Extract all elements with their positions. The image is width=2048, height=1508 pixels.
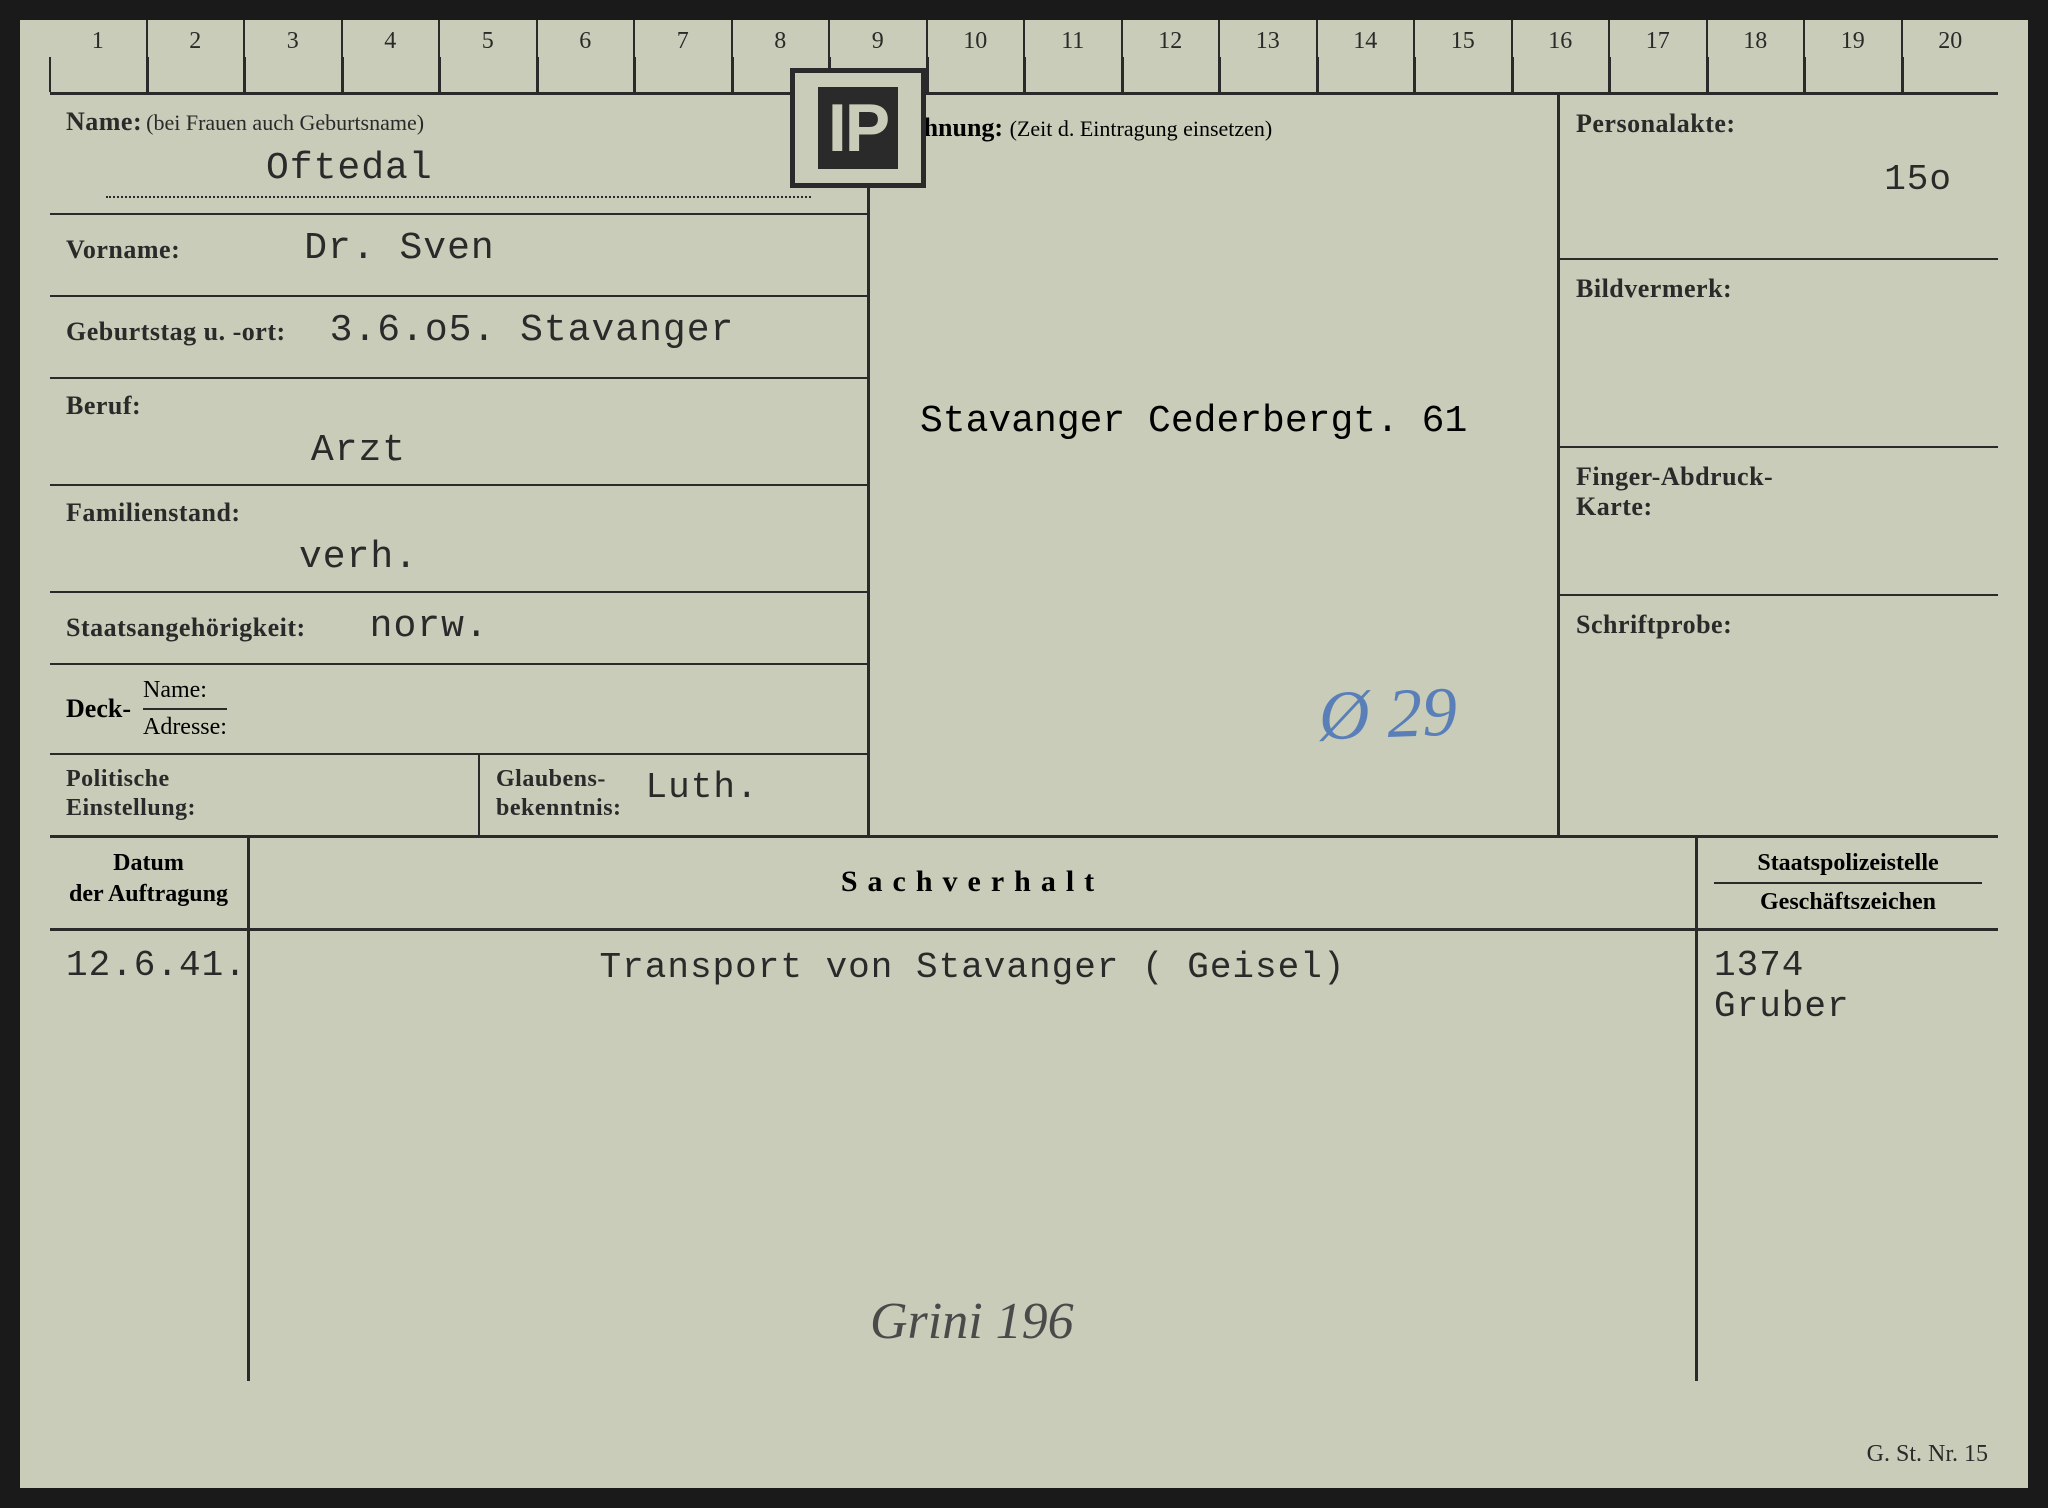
staat-value: norw. bbox=[370, 605, 489, 648]
footer-code: G. St. Nr. 15 bbox=[1867, 1441, 1988, 1468]
finger-label: Finger-Abdruck- Karte: bbox=[1576, 462, 1982, 522]
glaubens-value: Luth. bbox=[646, 767, 759, 808]
staat-field: Staatsangehörigkeit: norw. bbox=[50, 593, 867, 665]
deck-name-label: Name: bbox=[143, 677, 227, 710]
geburtstag-label: Geburtstag u. -ort: bbox=[66, 317, 286, 346]
ruler-tick: 18 bbox=[1706, 20, 1804, 92]
ruler-tick: 6 bbox=[536, 20, 634, 92]
wohnung-sublabel: (Zeit d. Eintragung einsetzen) bbox=[1010, 116, 1273, 141]
name-value: Oftedal bbox=[266, 147, 851, 190]
deck-label: Deck- bbox=[66, 694, 131, 724]
ruler: 1 2 3 4 5 6 7 8 9 10 11 12 13 14 15 16 1… bbox=[50, 20, 1998, 95]
ruler-tick: 19 bbox=[1803, 20, 1901, 92]
staat-label: Staatsangehörigkeit: bbox=[66, 613, 306, 642]
personalakte-label: Personalakte: bbox=[1576, 109, 1982, 139]
ruler-tick: 11 bbox=[1023, 20, 1121, 92]
right-column: Personalakte: 15o Bildvermerk: Finger-Ab… bbox=[1560, 95, 1998, 835]
bottom-header: Datum der Auftragung Sachverhalt Staatsp… bbox=[50, 838, 1998, 931]
deck-adresse-label: Adresse: bbox=[143, 714, 227, 741]
schriftprobe-label: Schriftprobe: bbox=[1576, 610, 1982, 640]
datum-header: Datum der Auftragung bbox=[50, 838, 250, 928]
ip-badge-text: IP bbox=[818, 87, 898, 169]
beruf-value: Arzt bbox=[0, 429, 851, 472]
politische-row: Politische Einstellung: Glaubens- bekenn… bbox=[50, 755, 867, 835]
name-field: Name: (bei Frauen auch Geburtsname) Ofte… bbox=[50, 95, 867, 215]
vorname-value: Dr. Sven bbox=[304, 227, 494, 270]
ruler-tick: 7 bbox=[633, 20, 731, 92]
entry-date-cell: 12.6.41. bbox=[50, 931, 250, 1381]
geburtstag-value: 3.6.o5. Stavanger bbox=[330, 309, 735, 352]
ruler-tick: 10 bbox=[926, 20, 1024, 92]
ruler-tick: 13 bbox=[1218, 20, 1316, 92]
bildvermerk-label: Bildvermerk: bbox=[1576, 274, 1982, 304]
left-column: Name: (bei Frauen auch Geburtsname) Ofte… bbox=[50, 95, 870, 835]
familienstand-field: Familienstand: verh. bbox=[50, 486, 867, 593]
main-grid: Name: (bei Frauen auch Geburtsname) Ofte… bbox=[50, 95, 1998, 838]
ruler-tick: 15 bbox=[1413, 20, 1511, 92]
ip-badge: IP bbox=[790, 68, 926, 188]
beruf-label: Beruf: bbox=[66, 391, 141, 420]
ruler-tick: 4 bbox=[341, 20, 439, 92]
handwritten-bottom: Grini 196 bbox=[870, 1292, 1074, 1351]
entry-text: Transport von Stavanger ( Geisel) bbox=[266, 947, 1679, 988]
finger-field: Finger-Abdruck- Karte: bbox=[1560, 448, 1998, 596]
familienstand-label: Familienstand: bbox=[66, 498, 241, 527]
beruf-field: Beruf: Arzt bbox=[50, 379, 867, 486]
middle-column: Wohnung: (Zeit d. Eintragung einsetzen) … bbox=[870, 95, 1560, 835]
wohnung-label: Wohnung: (Zeit d. Eintragung einsetzen) bbox=[870, 95, 1557, 161]
personalakte-field: Personalakte: 15o bbox=[1560, 95, 1998, 260]
entry-date: 12.6.41. bbox=[66, 945, 231, 986]
ruler-tick: 16 bbox=[1511, 20, 1609, 92]
ruler-tick: 17 bbox=[1608, 20, 1706, 92]
vorname-field: Vorname: Dr. Sven bbox=[50, 215, 867, 297]
dotted-line bbox=[106, 196, 811, 198]
personalakte-value: 15o bbox=[1576, 159, 1982, 200]
politische-label: Politische Einstellung: bbox=[66, 765, 462, 823]
schriftprobe-field: Schriftprobe: bbox=[1560, 596, 1998, 748]
ruler-tick: 20 bbox=[1901, 20, 1999, 92]
ruler-tick: 2 bbox=[146, 20, 244, 92]
ruler-tick: 12 bbox=[1121, 20, 1219, 92]
entry-ref-number: 1374 bbox=[1714, 945, 1982, 986]
entry-ref-cell: 1374 Gruber bbox=[1698, 931, 1998, 1381]
sachverhalt-header: Sachverhalt bbox=[250, 838, 1698, 928]
name-label: Name: bbox=[66, 107, 142, 136]
ruler-tick: 3 bbox=[243, 20, 341, 92]
name-sublabel: (bei Frauen auch Geburtsname) bbox=[146, 110, 424, 135]
bottom-content: 12.6.41. Transport von Stavanger ( Geise… bbox=[50, 931, 1998, 1381]
ruler-tick: 14 bbox=[1316, 20, 1414, 92]
record-card: 1 2 3 4 5 6 7 8 9 10 11 12 13 14 15 16 1… bbox=[20, 20, 2028, 1488]
staatspolizei-header: Staatspolizeistelle Geschäftszeichen bbox=[1698, 838, 1998, 928]
ruler-tick: 1 bbox=[50, 20, 146, 92]
deck-field: Deck- Name: Adresse: bbox=[50, 665, 867, 755]
ruler-tick: 5 bbox=[438, 20, 536, 92]
glaubens-label: Glaubens- bekenntnis: bbox=[496, 765, 622, 823]
entry-ref-name: Gruber bbox=[1714, 986, 1982, 1027]
wohnung-value: Stavanger Cederbergt. 61 bbox=[920, 400, 1467, 443]
vorname-label: Vorname: bbox=[66, 235, 180, 264]
handwritten-annotation: Ø 29 bbox=[1318, 673, 1459, 758]
geburtstag-field: Geburtstag u. -ort: 3.6.o5. Stavanger bbox=[50, 297, 867, 379]
familienstand-value: verh. bbox=[0, 536, 851, 579]
bildvermerk-field: Bildvermerk: bbox=[1560, 260, 1998, 448]
